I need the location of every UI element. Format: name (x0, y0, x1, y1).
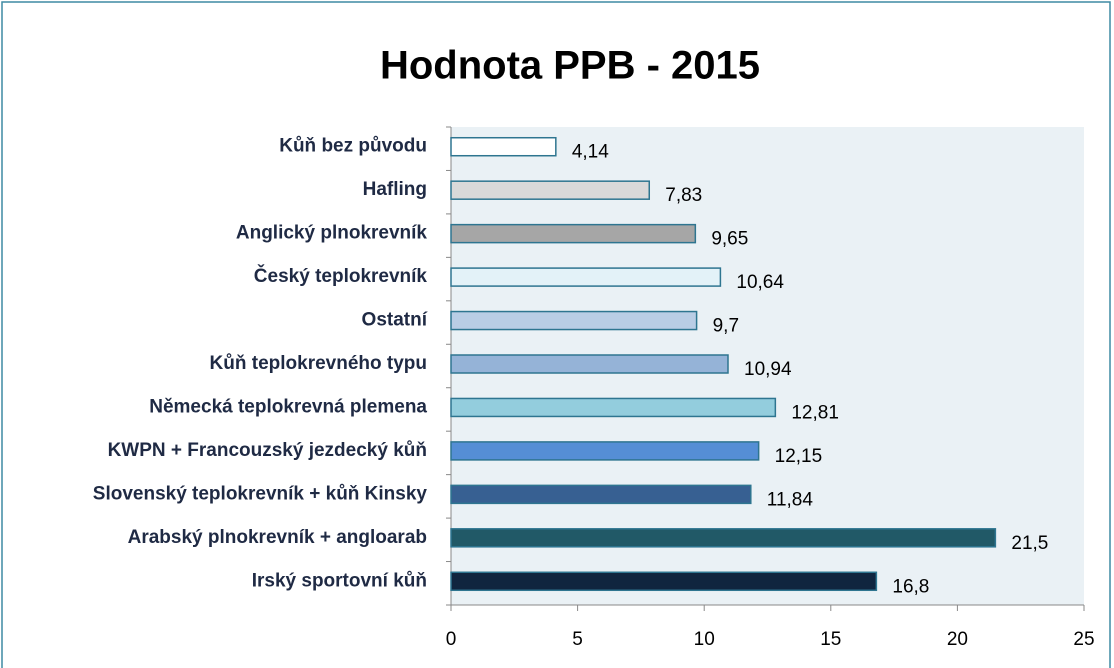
x-tick-label: 25 (1073, 629, 1094, 650)
y-tick-label: Ostatní (362, 310, 428, 331)
bar (450, 136, 557, 157)
y-tick-label: Arabský plnokrevník + angloarab (128, 527, 427, 548)
bar (450, 223, 697, 244)
bar (450, 484, 752, 505)
y-tick-label: Anglický plnokrevník (236, 223, 428, 244)
value-label: 12,15 (775, 446, 823, 467)
bar (450, 528, 997, 548)
y-tick-label: Německá teplokrevná plemena (149, 396, 427, 417)
x-tick-label: 10 (694, 629, 715, 650)
value-label: 21,5 (1011, 533, 1048, 554)
x-tick-label: 20 (947, 629, 968, 650)
y-tick-label: Kůň teplokrevného typu (210, 353, 427, 374)
value-label: 10,64 (736, 272, 784, 293)
bar (450, 397, 777, 418)
value-label: 11,84 (767, 489, 814, 510)
chart-title: Hodnota PPB - 2015 (380, 44, 760, 88)
value-label: 9,65 (711, 229, 748, 250)
value-label: 7,83 (665, 185, 702, 206)
value-label: 9,7 (713, 316, 739, 337)
bar (450, 180, 651, 200)
value-label: 16,8 (892, 576, 929, 597)
y-tick-label: Slovenský teplokrevník + kůň Kinsky (93, 483, 428, 504)
bar (450, 267, 722, 287)
y-tick-label: Český teplokrevník (254, 265, 428, 287)
x-tick-label: 0 (446, 629, 457, 650)
bar (450, 441, 760, 461)
x-tick-label: 15 (820, 629, 841, 650)
bar (450, 354, 729, 374)
value-label: 4,14 (572, 142, 609, 163)
y-tick-label: Kůň bez původu (279, 136, 427, 157)
y-tick-label: Hafling (363, 179, 427, 200)
bar (450, 310, 698, 331)
value-label: 10,94 (744, 359, 792, 380)
bar (450, 571, 878, 592)
y-tick-label: KWPN + Francouzský jezdecký kůň (108, 440, 427, 461)
x-tick-label: 5 (572, 629, 583, 650)
value-label: 12,81 (791, 402, 839, 423)
y-tick-label: Irský sportovní kůň (252, 570, 427, 591)
